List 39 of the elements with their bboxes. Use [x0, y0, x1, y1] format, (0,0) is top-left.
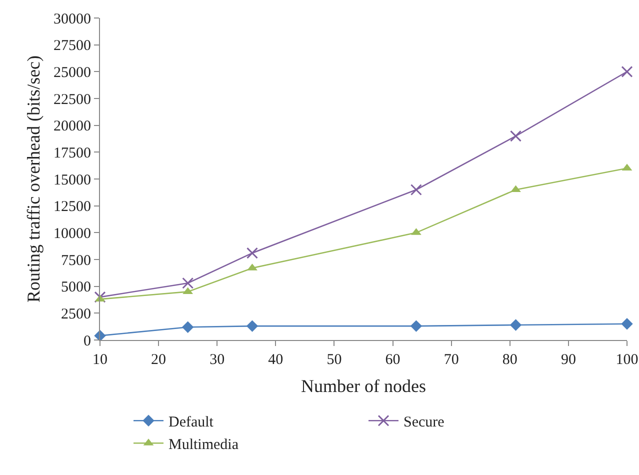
- y-tick-label: 20000: [54, 118, 91, 135]
- point: [246, 320, 258, 332]
- point: [510, 130, 522, 142]
- y-tick-label: 27500: [54, 38, 91, 54]
- point: [510, 319, 522, 331]
- y-tick-label: 22500: [54, 92, 91, 108]
- legend-label: Secure: [404, 414, 445, 430]
- y-tick-label: 5000: [61, 280, 91, 296]
- legend-label: Multimedia: [168, 437, 239, 453]
- x-tick-label: 20: [151, 352, 166, 368]
- point: [621, 318, 633, 330]
- x-tick-label: 80: [502, 352, 518, 368]
- y-axis-title: Routing traffic overhead (bits/sec): [24, 55, 44, 303]
- x-tick-label: 30: [210, 352, 225, 368]
- y-tick-label: 25000: [54, 64, 91, 81]
- point: [182, 277, 194, 289]
- x-axis-title: Number of nodes: [301, 376, 426, 396]
- x-tick-label: 40: [268, 352, 284, 368]
- x-tick-label: 50: [326, 352, 342, 368]
- y-tick-label: 10000: [54, 226, 91, 242]
- y-tick-label: 17500: [54, 145, 91, 162]
- x-tick-label: 90: [560, 352, 576, 368]
- point: [410, 320, 422, 332]
- point: [410, 184, 422, 196]
- y-tick-label: 12500: [54, 199, 91, 216]
- point: [621, 66, 633, 78]
- y-tick-label: 30000: [54, 11, 91, 28]
- point: [246, 247, 258, 259]
- x-tick-label: 10: [92, 352, 108, 368]
- point: [182, 321, 194, 333]
- x-tick-label: 70: [444, 352, 459, 368]
- y-tick-label: 2500: [61, 306, 91, 322]
- point: [94, 291, 106, 303]
- y-tick-label: 7500: [61, 252, 91, 269]
- x-tick-label: 60: [385, 352, 400, 368]
- y-tick-label: 15000: [54, 172, 91, 188]
- legend-label: Default: [168, 414, 214, 430]
- x-tick-label: 100: [616, 352, 638, 368]
- y-tick-label: 0: [84, 333, 91, 350]
